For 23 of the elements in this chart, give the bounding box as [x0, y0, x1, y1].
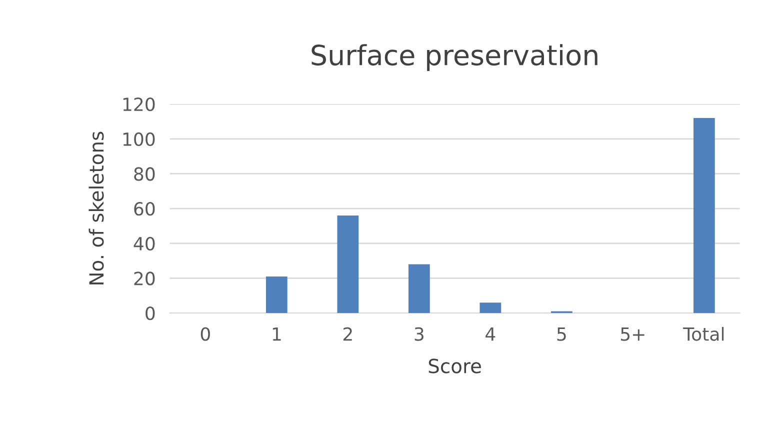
y-tick-label: 0	[146, 306, 155, 320]
x-tick-label: 1	[272, 327, 281, 341]
x-tick-label: 5+	[621, 327, 644, 341]
y-tick-label: 60	[134, 202, 155, 216]
x-tick-label: 0	[200, 327, 210, 341]
y-tick-label: 80	[134, 167, 155, 181]
chart-title: Surface preservation	[312, 44, 598, 71]
bar	[266, 276, 288, 314]
y-axis-title: No. of skeletons	[88, 132, 104, 284]
y-tick-label: 100	[123, 132, 155, 146]
y-tick-label: 20	[134, 272, 155, 286]
bar	[337, 216, 359, 314]
x-tick-label: Total	[683, 326, 724, 341]
y-tick-label: 40	[134, 236, 155, 250]
bar	[408, 264, 430, 314]
x-axis-title: Score	[428, 358, 481, 374]
y-tick-label: 120	[123, 98, 155, 112]
x-tick-label: 4	[486, 327, 496, 341]
x-tick-label: 3	[414, 327, 424, 341]
x-tick-label: 2	[344, 327, 352, 341]
x-tick-label: 5	[557, 327, 566, 341]
bar	[480, 302, 502, 314]
bar	[693, 118, 715, 314]
